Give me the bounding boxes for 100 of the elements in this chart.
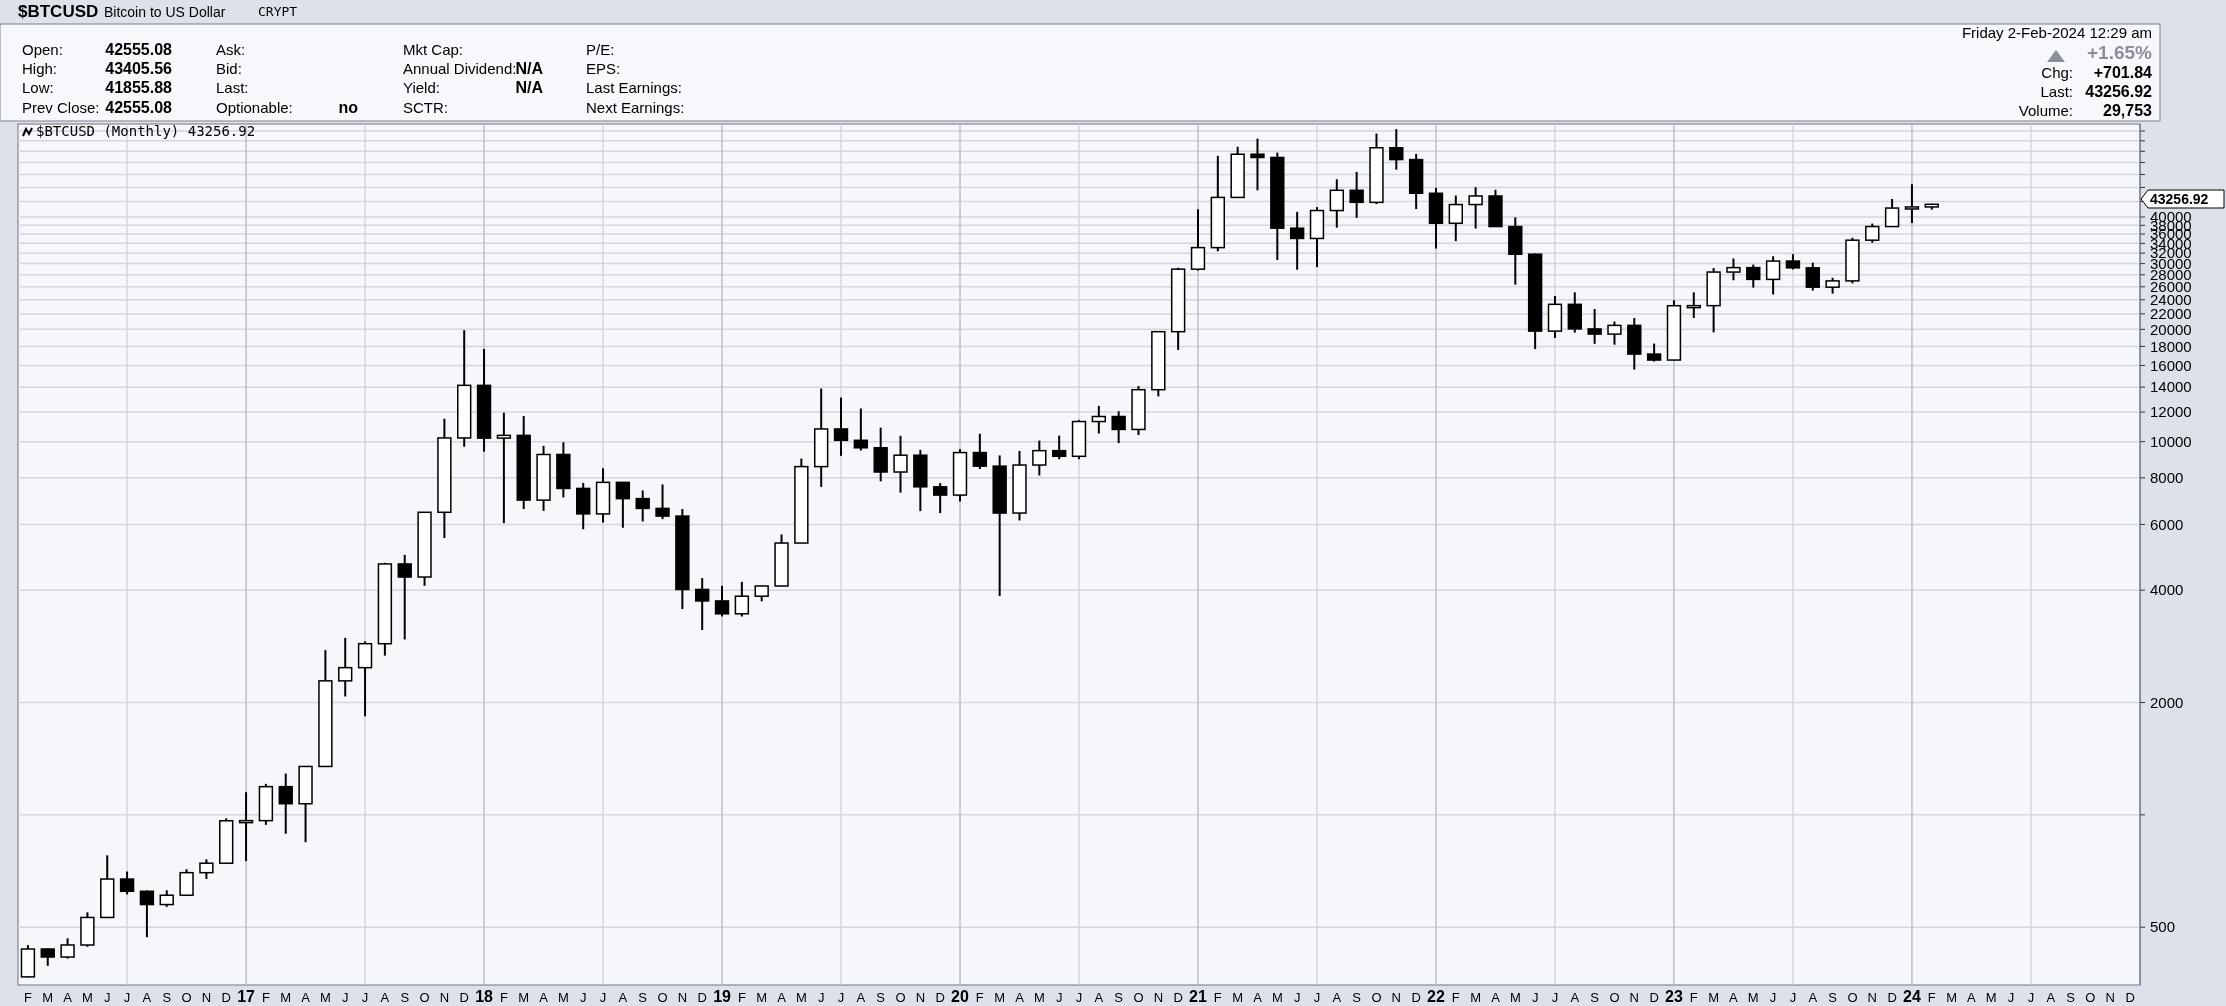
x-tick-label: A bbox=[856, 990, 866, 1005]
candlestick bbox=[1468, 186, 1483, 230]
x-tick-label: S bbox=[1114, 990, 1124, 1005]
candlestick bbox=[635, 489, 650, 523]
x-tick-label: N bbox=[1153, 990, 1164, 1005]
text: 42555.08 bbox=[105, 41, 173, 58]
x-tick-label: A bbox=[618, 990, 628, 1005]
x-tick-label: A bbox=[1729, 990, 1739, 1005]
y-tick-label: 16000 bbox=[2150, 356, 2192, 374]
text: SCTR: bbox=[403, 99, 448, 116]
candlestick bbox=[1389, 128, 1404, 171]
text: N/A bbox=[515, 60, 544, 77]
x-tick-label: J bbox=[1293, 990, 1301, 1005]
text: Last Earnings: bbox=[586, 79, 682, 96]
x-tick-label: A bbox=[1491, 990, 1501, 1005]
x-tick-label: A bbox=[1967, 990, 1977, 1005]
x-tick-label: F bbox=[975, 990, 984, 1005]
x-tick-label: A bbox=[1253, 990, 1263, 1005]
candlestick bbox=[1904, 183, 1920, 224]
text: Last: bbox=[216, 79, 249, 96]
x-tick-label: A bbox=[301, 990, 311, 1005]
candlestick bbox=[1329, 178, 1345, 229]
x-tick-label: J bbox=[1531, 990, 1539, 1005]
x-tick-label: M bbox=[1747, 990, 1759, 1005]
x-tick-label: D bbox=[1411, 990, 1421, 1005]
y-tick-label: 14000 bbox=[2150, 378, 2192, 396]
text: Open: bbox=[22, 41, 63, 58]
text: Chg: bbox=[2041, 64, 2073, 81]
candlestick bbox=[1051, 434, 1067, 461]
x-tick-label: J bbox=[2027, 990, 2035, 1005]
x-tick-label: M bbox=[1946, 990, 1958, 1005]
x-tick-label: M bbox=[518, 990, 530, 1005]
candlestick bbox=[338, 636, 353, 698]
x-tick-label: F bbox=[737, 990, 746, 1005]
x-tick-label: J bbox=[1769, 990, 1777, 1005]
candlestick bbox=[139, 889, 155, 939]
x-tick-label: S bbox=[2066, 990, 2076, 1005]
x-tick-label: S bbox=[162, 990, 172, 1005]
text: 43405.56 bbox=[105, 60, 173, 77]
x-tick-label: O bbox=[1371, 990, 1382, 1005]
y-tick-label: 18000 bbox=[2150, 337, 2192, 355]
y-tick-label: 500 bbox=[2150, 918, 2176, 936]
x-tick-label: J bbox=[837, 990, 845, 1005]
x-tick-label: J bbox=[1055, 990, 1063, 1005]
x-tick-label: 19 bbox=[713, 988, 732, 1005]
candlestick bbox=[734, 580, 750, 618]
x-tick-label: S bbox=[638, 990, 648, 1005]
x-tick-label: M bbox=[1470, 990, 1482, 1005]
x-tick-label: M bbox=[1985, 990, 1997, 1005]
x-tick-label: J bbox=[123, 990, 131, 1005]
candlestick bbox=[615, 481, 631, 529]
x-tick-label: A bbox=[380, 990, 390, 1005]
candlestick bbox=[1805, 261, 1820, 292]
x-tick-label: J bbox=[1075, 990, 1083, 1005]
x-tick-label: O bbox=[2085, 990, 2096, 1005]
x-tick-label: A bbox=[539, 990, 549, 1005]
text: 29,753 bbox=[2103, 102, 2153, 119]
candlestick bbox=[1032, 439, 1047, 477]
x-tick-label: M bbox=[557, 990, 569, 1005]
candlestick bbox=[893, 434, 908, 494]
x-tick-label: N bbox=[439, 990, 450, 1005]
text: Ask: bbox=[216, 41, 246, 58]
x-tick-label: N bbox=[1629, 990, 1639, 1005]
x-tick-label: 20 bbox=[951, 988, 970, 1005]
text: P/E: bbox=[586, 41, 615, 58]
x-tick-label: M bbox=[994, 990, 1006, 1005]
y-tick-label: 10000 bbox=[2150, 432, 2192, 450]
x-tick-label: 21 bbox=[1189, 988, 1207, 1005]
text: 43256.92 bbox=[2150, 190, 2209, 207]
x-tick-label: D bbox=[1173, 990, 1183, 1005]
text: Annual Dividend: bbox=[403, 60, 517, 77]
candlestick bbox=[655, 483, 670, 521]
annotation: $BTCUSD (Monthly) 43256.92 bbox=[36, 123, 256, 139]
x-tick-label: N bbox=[677, 990, 688, 1005]
text: no bbox=[338, 99, 359, 116]
x-tick-label: S bbox=[876, 990, 886, 1005]
x-tick-label: O bbox=[895, 990, 906, 1005]
x-tick-label: O bbox=[181, 990, 192, 1005]
x-tick-label: N bbox=[915, 990, 926, 1005]
x-tick-label: M bbox=[1232, 990, 1244, 1005]
x-tick-label: J bbox=[103, 990, 111, 1005]
candlestick bbox=[1865, 222, 1880, 244]
text: CRYPT bbox=[258, 4, 298, 19]
x-tick-label: M bbox=[1509, 990, 1521, 1005]
x-tick-label: 17 bbox=[237, 988, 256, 1005]
x-tick-label: D bbox=[2125, 990, 2135, 1005]
x-tick-label: F bbox=[1451, 990, 1460, 1005]
candlestick bbox=[496, 411, 512, 525]
x-tick-label: D bbox=[1887, 990, 1897, 1005]
x-tick-label: D bbox=[1649, 990, 1659, 1005]
x-tick-label: 22 bbox=[1427, 988, 1445, 1005]
x-tick-label: D bbox=[221, 990, 231, 1005]
x-tick-label: O bbox=[1847, 990, 1858, 1005]
y-tick-label: 2000 bbox=[2150, 693, 2184, 711]
x-tick-label: D bbox=[697, 990, 707, 1005]
x-tick-label: O bbox=[1609, 990, 1620, 1005]
x-tick-label: J bbox=[1551, 990, 1559, 1005]
text: Friday 2-Feb-2024 12:29 am bbox=[1961, 24, 2152, 41]
x-tick-label: N bbox=[1391, 990, 1401, 1005]
candlestick bbox=[1091, 404, 1107, 435]
